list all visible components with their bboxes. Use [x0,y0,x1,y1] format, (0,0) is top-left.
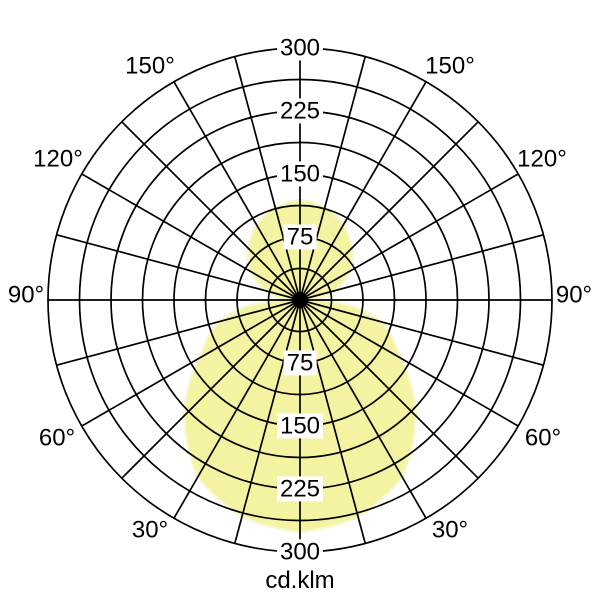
radial-tick-label-bottom-75: 75 [283,350,317,376]
grid-spoke-120 [299,173,519,301]
grid-spoke-15 [299,299,367,544]
grid-spoke-75 [299,299,544,367]
grid-spoke-150 [299,81,427,301]
grid-spoke-60 [299,299,519,427]
radial-tick-label-bottom-225: 225 [276,476,324,502]
radial-tick-label-top-150: 150 [276,161,324,187]
center-point [292,292,308,308]
grid-spoke-255 [56,233,301,301]
radial-tick-label-bottom-300: 300 [276,539,324,565]
grid-spoke-330 [173,299,301,519]
grid-spoke-45 [299,299,479,479]
units-label: cd.klm [265,567,335,594]
angle-label-left-120: 120° [33,145,83,173]
grid-spoke-225 [121,121,301,301]
radial-tick-label-top-300: 300 [276,35,324,61]
angle-label-left-30: 30° [131,516,169,544]
grid-spoke-285 [56,299,301,367]
grid-spoke-165 [299,56,367,301]
angle-label-left-150: 150° [125,52,175,80]
angle-label-left-60: 60° [38,424,76,452]
grid-spoke-210 [173,81,301,301]
angle-label-right-90: 90° [555,281,593,309]
grid-spoke-195 [233,56,301,301]
radial-tick-label-bottom-150: 150 [276,413,324,439]
grid-spoke-315 [121,299,301,479]
radial-tick-label-top-225: 225 [276,98,324,124]
angle-label-left-90: 90° [7,281,45,309]
radial-tick-label-top-75: 75 [283,224,317,250]
grid-spoke-300 [81,299,301,427]
angle-label-right-30: 30° [431,516,469,544]
angle-label-right-120: 120° [517,145,567,173]
grid-spoke-135 [299,121,479,301]
angle-label-right-150: 150° [425,52,475,80]
angle-label-right-60: 60° [524,424,562,452]
grid-spoke-30 [299,299,427,519]
grid-spoke-240 [81,173,301,301]
grid-spoke-345 [233,299,301,544]
grid-spoke-105 [299,233,544,301]
